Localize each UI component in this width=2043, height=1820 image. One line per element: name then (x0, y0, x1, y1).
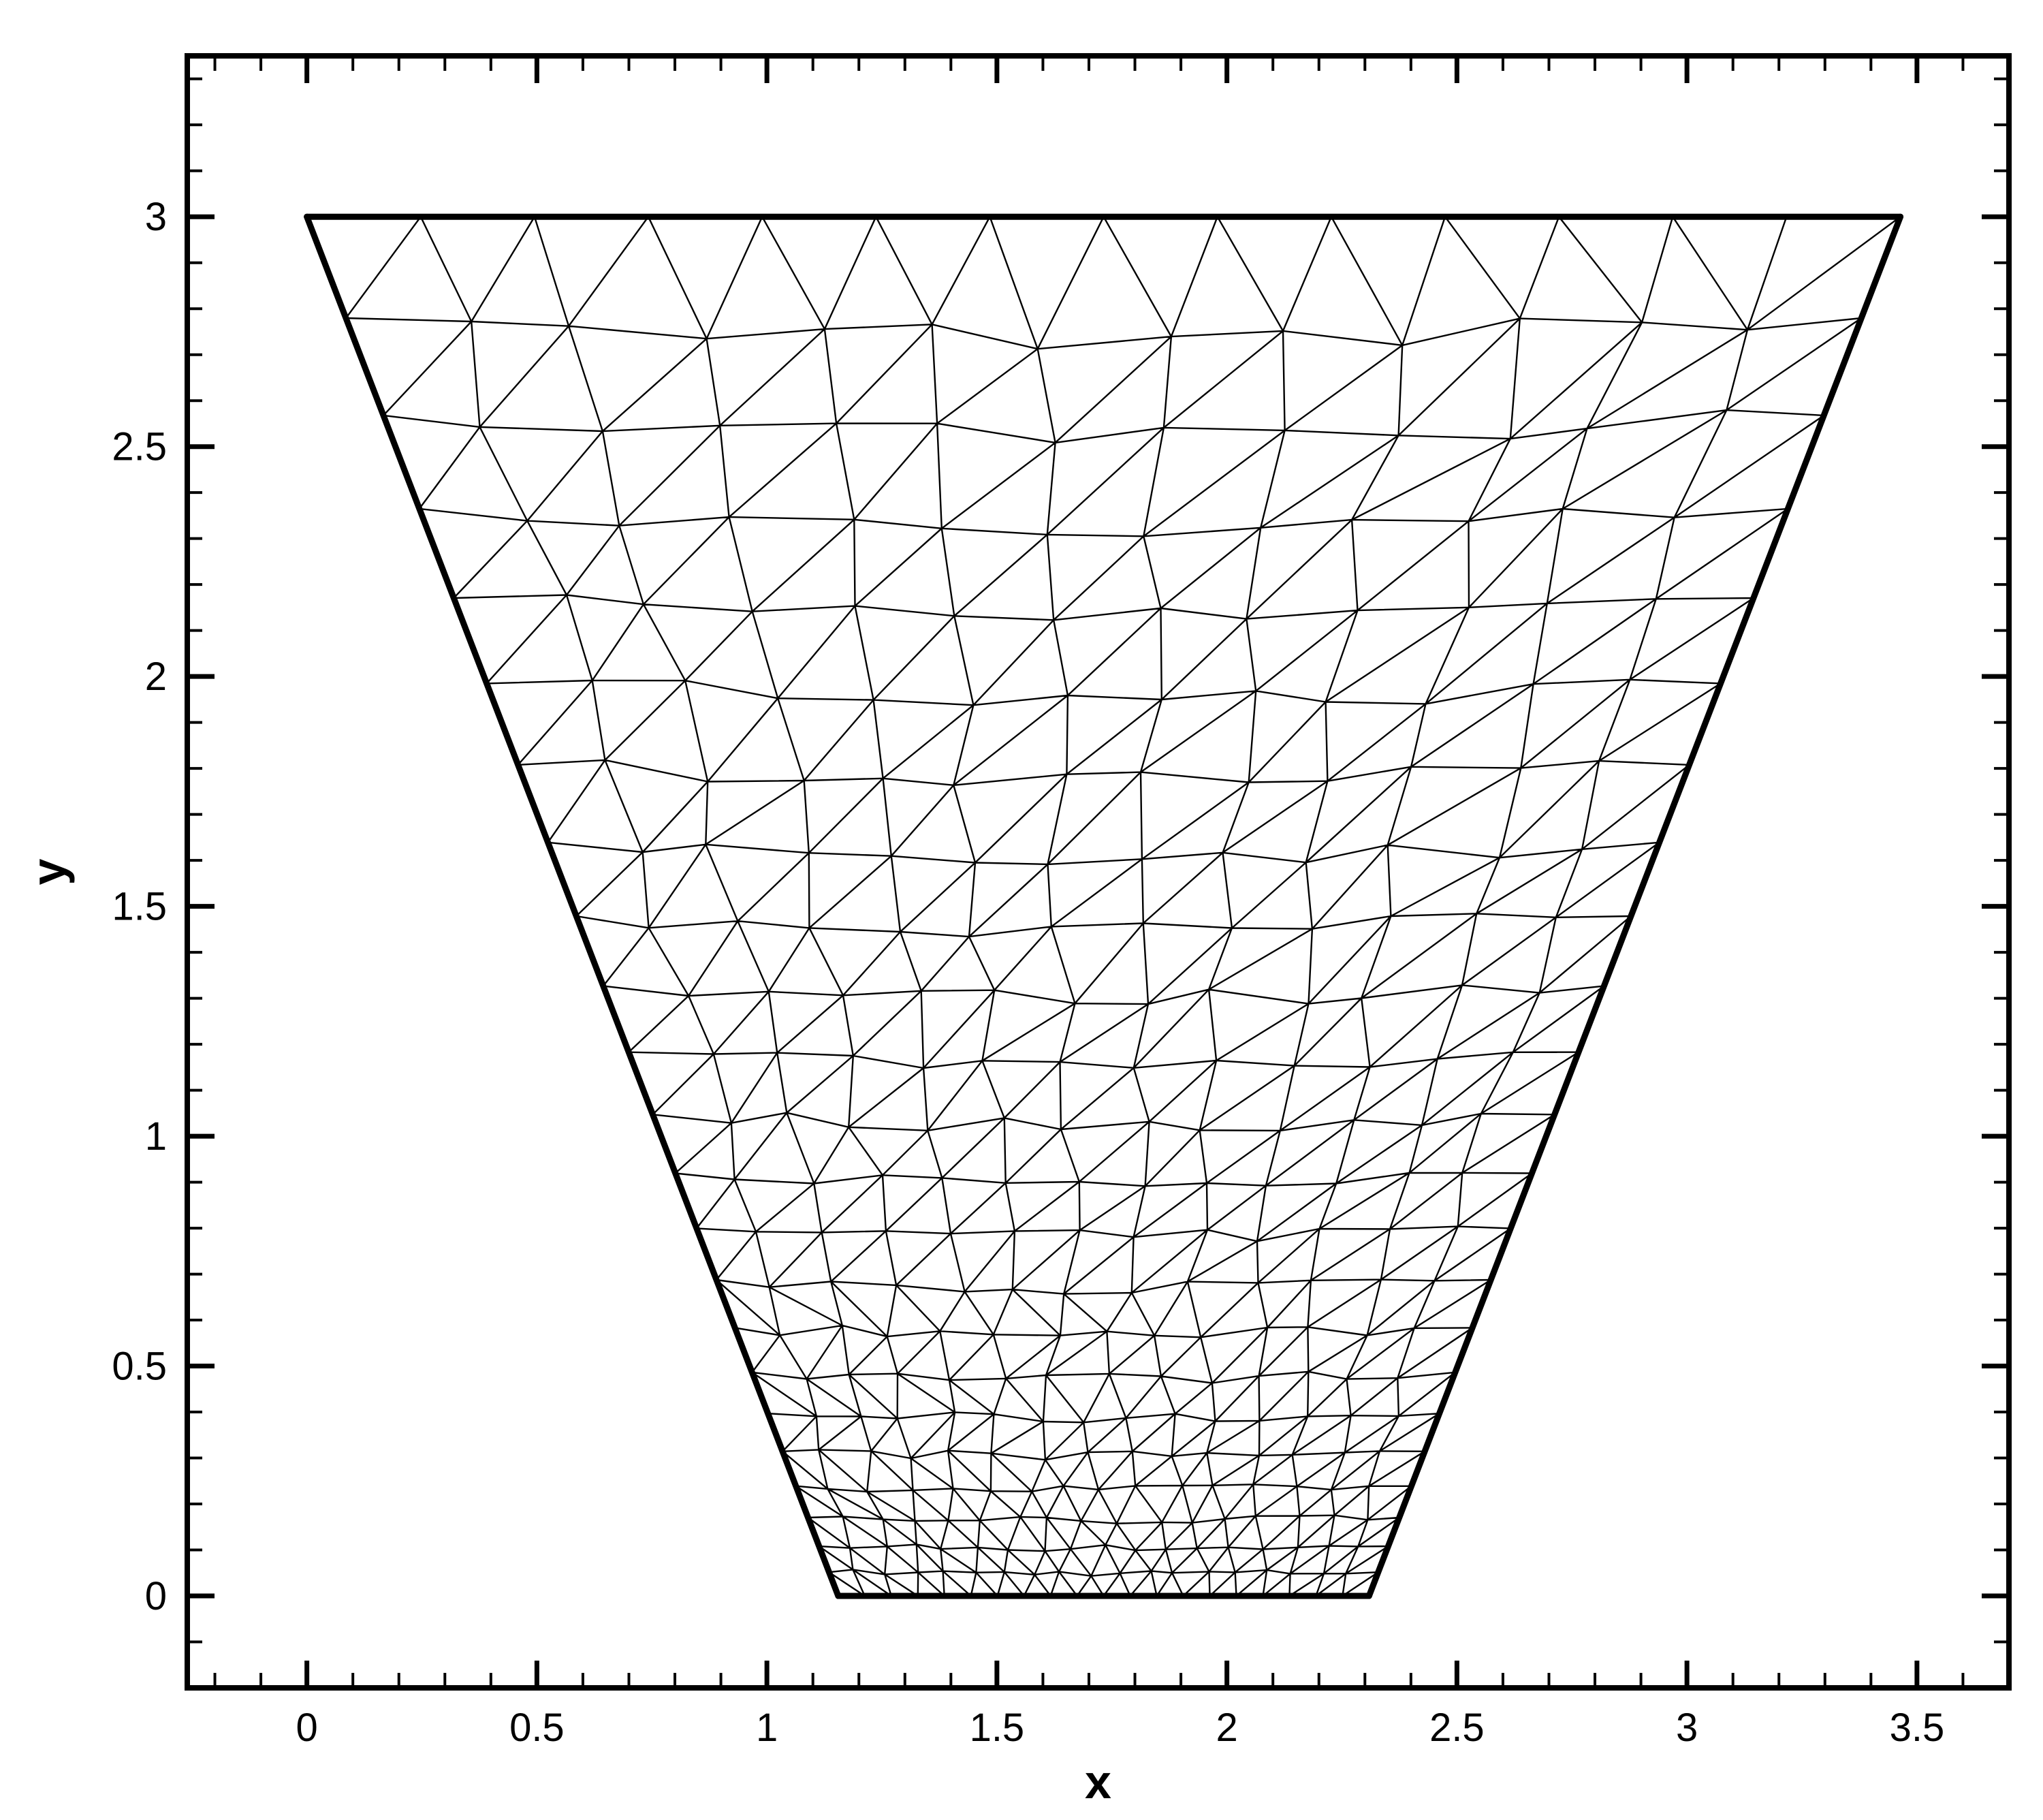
y-tick-label: 1 (145, 1114, 167, 1159)
domain-boundary (304, 213, 1904, 1599)
tick-labels: 0 0.5 1 1.5 2 2.5 3 3.5 0 0.5 1 1.5 2 2.5 3 (112, 195, 1944, 1750)
plot-frame (185, 53, 2012, 1691)
boundary-right (1365, 213, 1904, 1599)
y-tick-label: 0.5 (112, 1345, 167, 1389)
x-tick-label: 0.5 (509, 1706, 565, 1750)
x-tick-label: 2.5 (1429, 1706, 1485, 1750)
x-tick-label: 3 (1676, 1706, 1698, 1750)
x-tick-label: 1 (756, 1706, 778, 1750)
y-axis-title: y (22, 858, 75, 885)
x-tick-label: 1.5 (970, 1706, 1025, 1750)
y-tick-label: 3 (145, 195, 167, 239)
y-tick-label: 1.5 (112, 885, 167, 929)
x-tick-label: 2 (1216, 1706, 1238, 1750)
x-axis-title: x (1085, 1755, 1111, 1808)
axis-ticks (187, 56, 2010, 1689)
x-tick-label: 0 (296, 1706, 317, 1750)
boundary-left (304, 213, 842, 1599)
y-tick-label: 0 (145, 1574, 167, 1618)
y-tick-label: 2.5 (112, 425, 167, 469)
y-tick-label: 2 (145, 655, 167, 699)
x-tick-label: 3.5 (1890, 1706, 1945, 1750)
